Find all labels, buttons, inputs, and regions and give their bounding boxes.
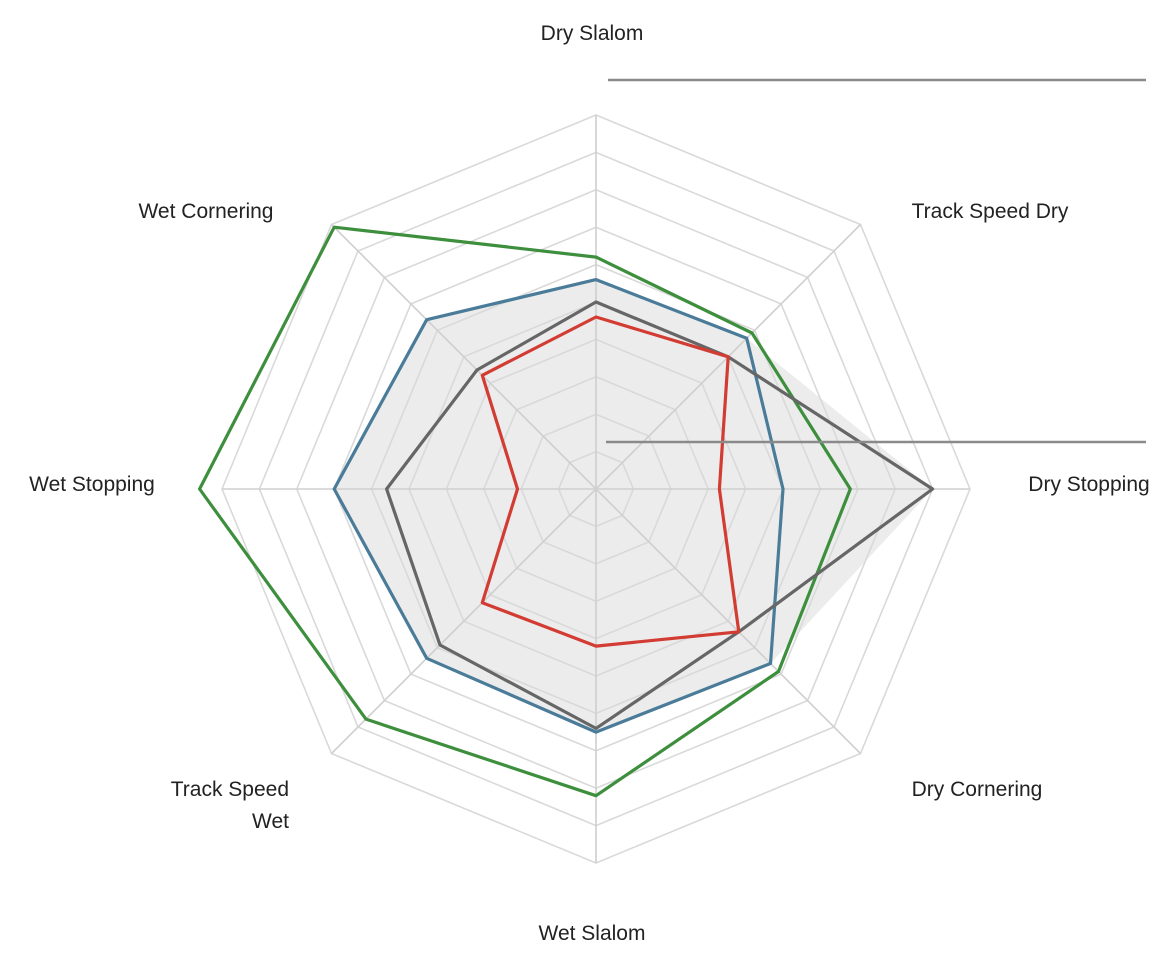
axis-label-line: Wet Stopping: [29, 473, 155, 496]
series-line-3: [385, 300, 935, 731]
axis-label-3: Dry Stopping: [1028, 473, 1149, 496]
series-line-4: [480, 315, 741, 648]
axis-label-line: Wet Slalom: [539, 922, 646, 945]
axis-label-2: Track Speed Dry: [912, 200, 1069, 223]
spoke-4: [595, 488, 862, 755]
axis-label-7: Wet Stopping: [29, 473, 155, 496]
axis-label-line: Wet Cornering: [138, 200, 273, 223]
spoke-8: [330, 223, 597, 490]
reference-lines: [606, 78, 1146, 444]
series-layer: [198, 225, 935, 798]
axis-labels: Dry Slalom Track Speed Dry Dry Stopping Dry…: [29, 22, 1150, 945]
axis-label-line: Wet: [252, 810, 289, 833]
axis-label-8: Wet Cornering: [138, 200, 273, 223]
axis-label-line: Dry Cornering: [912, 778, 1043, 801]
axis-label-1: Dry Slalom: [541, 22, 644, 45]
axis-label-line: Track Speed: [171, 778, 289, 801]
axis-label-6: Track Speed Wet: [171, 778, 289, 833]
axis-label-line: Dry Stopping: [1028, 473, 1149, 496]
axis-label-line: Dry Slalom: [541, 22, 644, 45]
series-line-1: [198, 225, 852, 798]
axis-label-line: Track Speed Dry: [912, 200, 1069, 223]
axis-label-5: Wet Slalom: [539, 922, 646, 945]
series-line-2: [332, 278, 785, 734]
axis-label-4: Dry Cornering: [912, 778, 1043, 801]
spoke-6: [330, 488, 597, 755]
